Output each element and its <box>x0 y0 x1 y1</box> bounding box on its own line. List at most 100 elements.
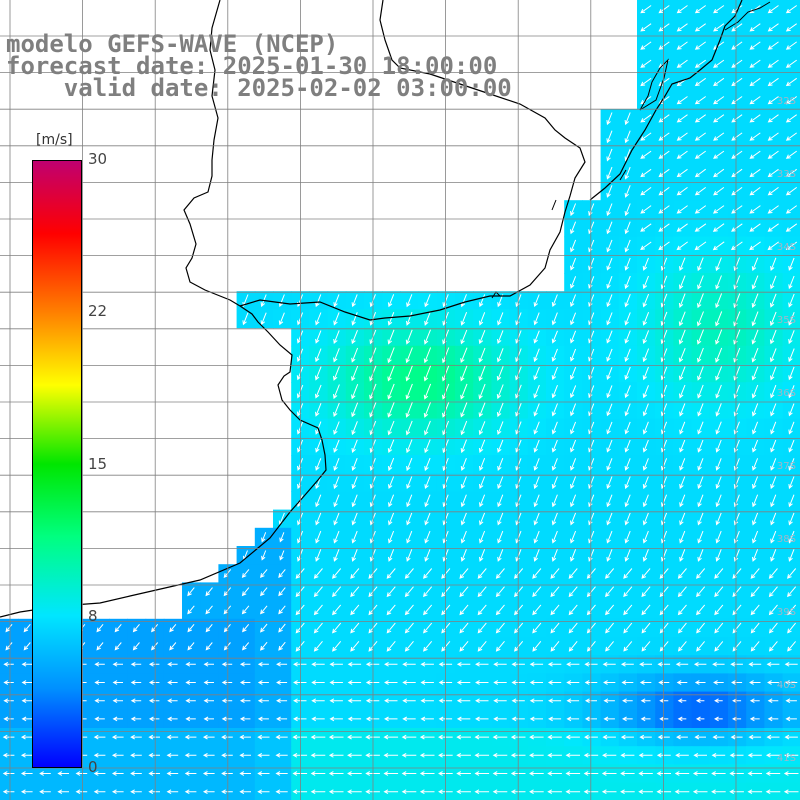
wind-arrow <box>493 698 507 704</box>
wind-arrow <box>640 41 652 50</box>
latitude-label: 41S <box>777 753 796 764</box>
wind-arrow <box>659 586 669 598</box>
wind-arrow <box>333 312 340 326</box>
wind-arrow <box>770 257 777 271</box>
wind-arrow <box>275 734 288 740</box>
wind-arrow <box>788 293 795 308</box>
wind-arrow <box>767 186 779 196</box>
wind-arrow <box>642 257 649 271</box>
wind-arrow <box>166 771 179 776</box>
wind-arrow <box>767 41 779 50</box>
wind-arrow <box>112 680 123 685</box>
wind-arrow <box>765 771 781 776</box>
wind-arrow <box>460 512 467 526</box>
wind-arrow <box>570 330 577 344</box>
wind-arrow <box>351 458 358 471</box>
wind-arrow <box>565 734 580 740</box>
coastline <box>0 0 327 618</box>
wind-arrow <box>588 494 595 508</box>
wind-arrow <box>404 586 414 598</box>
wind-arrow <box>423 640 433 652</box>
wind-arrow <box>460 530 467 544</box>
wind-arrow <box>151 642 159 651</box>
wind-arrow <box>658 186 670 196</box>
wind-arrow <box>584 734 598 740</box>
wind-arrow <box>606 166 613 180</box>
wind-arrow <box>333 421 340 435</box>
wind-arrow <box>730 734 743 740</box>
wind-arrow <box>257 734 270 740</box>
wind-arrow <box>351 347 359 363</box>
wind-arrow <box>315 512 322 526</box>
wind-arrow <box>551 549 558 562</box>
wind-arrow <box>606 330 613 344</box>
wind-arrow <box>477 622 487 634</box>
coastline-east <box>239 0 586 321</box>
wind-arrow <box>112 716 123 722</box>
wind-arrow <box>679 421 686 435</box>
wind-arrow <box>3 680 14 685</box>
wind-arrow <box>714 622 724 634</box>
wind-arrow <box>93 771 106 776</box>
wind-arrow <box>588 330 595 344</box>
wind-arrow <box>20 789 33 795</box>
wind-arrow <box>640 59 652 68</box>
wind-arrow <box>678 366 686 381</box>
wind-arrow <box>388 549 395 562</box>
wind-arrow <box>478 383 486 400</box>
wind-arrow <box>606 294 613 308</box>
wind-arrow <box>606 348 613 362</box>
wind-arrow <box>332 604 342 616</box>
wind-arrow <box>167 680 178 685</box>
wind-arrow <box>39 789 51 795</box>
wind-arrow <box>347 661 362 667</box>
wind-arrow <box>641 641 651 652</box>
wind-arrow <box>547 752 562 758</box>
wind-arrow <box>185 698 196 704</box>
wind-arrow <box>642 421 649 435</box>
wind-arrow <box>747 752 762 758</box>
wind-arrow <box>514 604 524 616</box>
wind-arrow <box>239 789 251 795</box>
wind-arrow <box>570 403 577 417</box>
wind-arrow <box>241 587 250 597</box>
wind-arrow <box>679 494 686 508</box>
wind-arrow <box>749 168 761 178</box>
wind-arrow <box>460 383 468 400</box>
wind-arrow <box>624 185 631 198</box>
wind-arrow <box>276 680 288 685</box>
wind-arrow <box>788 458 795 471</box>
wind-arrow <box>347 771 362 776</box>
wind-arrow <box>661 421 668 435</box>
colorbar-tick-8: 8 <box>88 607 98 625</box>
wind-arrow <box>785 59 797 68</box>
wind-arrow <box>151 623 159 633</box>
wind-arrow <box>565 789 581 795</box>
wind-arrow <box>733 403 740 417</box>
wind-arrow <box>770 549 777 562</box>
wind-arrow <box>623 568 633 579</box>
wind-arrow <box>752 512 759 526</box>
wind-arrow <box>496 348 504 363</box>
wind-arrow <box>2 734 15 740</box>
wind-arrow <box>383 752 399 758</box>
wind-arrow <box>94 698 105 704</box>
wind-arrow <box>588 239 595 253</box>
wind-arrow <box>696 311 704 327</box>
wind-arrow <box>550 604 560 616</box>
wind-arrow <box>328 734 344 740</box>
wind-arrow <box>733 347 741 363</box>
wind-arrow <box>676 680 688 685</box>
wind-arrow <box>315 312 322 326</box>
wind-arrow <box>276 698 288 704</box>
wind-arrow <box>257 698 269 704</box>
wind-arrow <box>606 203 613 217</box>
wind-arrow <box>347 734 362 740</box>
wind-arrow <box>624 421 631 435</box>
wind-arrow <box>714 716 723 722</box>
wind-arrow <box>767 5 779 14</box>
wind-arrow <box>570 385 577 399</box>
wind-arrow <box>315 476 322 490</box>
wind-arrow <box>788 385 795 399</box>
